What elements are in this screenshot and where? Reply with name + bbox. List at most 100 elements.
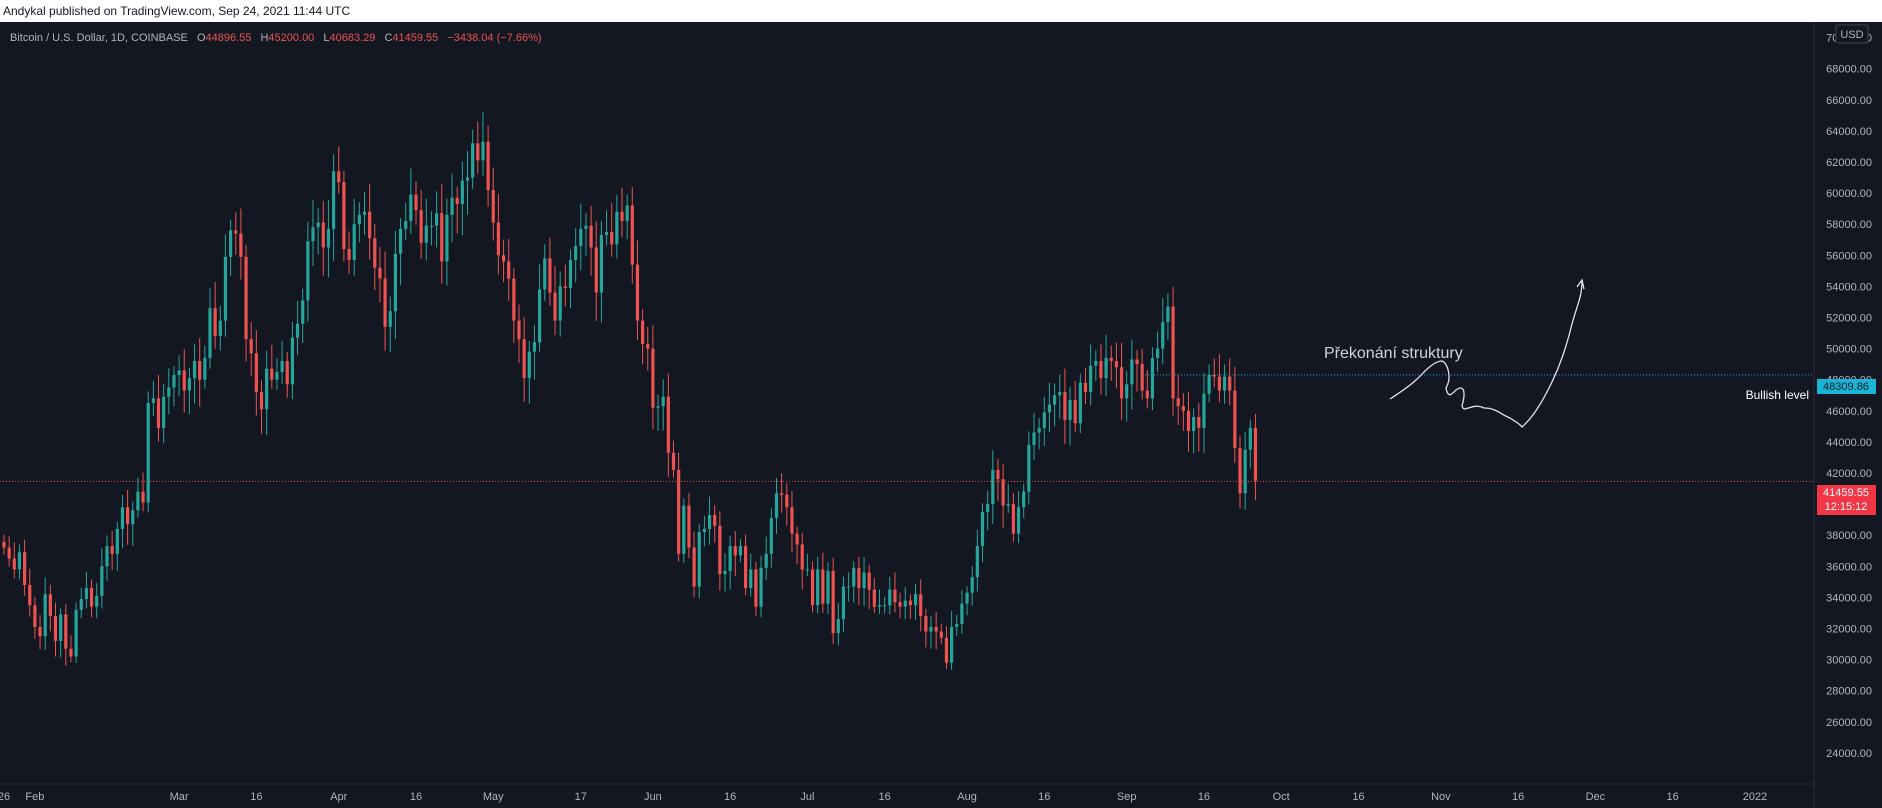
- candle-body[interactable]: [424, 225, 428, 243]
- candle-body[interactable]: [429, 225, 434, 227]
- candle-body[interactable]: [785, 494, 789, 508]
- candle-body[interactable]: [579, 228, 583, 246]
- candle-body[interactable]: [48, 594, 52, 617]
- candle-body[interactable]: [841, 586, 846, 620]
- candle-body[interactable]: [1181, 406, 1185, 411]
- candle-body[interactable]: [1109, 357, 1113, 362]
- candle-body[interactable]: [991, 469, 995, 505]
- candle-body[interactable]: [1104, 357, 1108, 379]
- candle-body[interactable]: [12, 558, 16, 570]
- candle-body[interactable]: [440, 213, 444, 262]
- candle-body[interactable]: [223, 256, 228, 321]
- candle-body[interactable]: [919, 594, 923, 617]
- candle-body[interactable]: [558, 286, 562, 321]
- candle-body[interactable]: [2, 541, 6, 548]
- candle-body[interactable]: [939, 631, 943, 638]
- candle-body[interactable]: [208, 308, 212, 358]
- candle-body[interactable]: [234, 230, 238, 234]
- candle-body[interactable]: [867, 572, 871, 590]
- candle-body[interactable]: [471, 143, 475, 178]
- candle-body[interactable]: [7, 547, 11, 559]
- candle-body[interactable]: [290, 337, 294, 385]
- candle-body[interactable]: [769, 518, 773, 554]
- candle-body[interactable]: [131, 510, 135, 525]
- candle-body[interactable]: [192, 361, 197, 379]
- candle-body[interactable]: [754, 569, 758, 607]
- candle-body[interactable]: [1089, 365, 1093, 393]
- candle-body[interactable]: [218, 320, 222, 337]
- candle-body[interactable]: [836, 619, 840, 634]
- candle-body[interactable]: [388, 311, 392, 327]
- candle-body[interactable]: [306, 241, 310, 301]
- candle-body[interactable]: [810, 569, 815, 606]
- candle-body[interactable]: [1063, 392, 1067, 421]
- candle-body[interactable]: [481, 141, 485, 161]
- candle-body[interactable]: [409, 194, 413, 222]
- candle-body[interactable]: [821, 569, 825, 604]
- candle-body[interactable]: [270, 368, 274, 380]
- candle-body[interactable]: [883, 605, 887, 607]
- candle-body[interactable]: [903, 600, 907, 607]
- candle-body[interactable]: [105, 546, 109, 567]
- candle-body[interactable]: [249, 339, 253, 354]
- candle-body[interactable]: [908, 600, 912, 606]
- candle-body[interactable]: [182, 370, 186, 391]
- candle-body[interactable]: [780, 493, 784, 495]
- candle-body[interactable]: [1053, 395, 1057, 405]
- candle-body[interactable]: [924, 616, 928, 632]
- candle-body[interactable]: [1207, 375, 1211, 394]
- candle-body[interactable]: [1001, 479, 1005, 506]
- candle-body[interactable]: [120, 507, 125, 529]
- candle-body[interactable]: [723, 570, 727, 575]
- candle-body[interactable]: [69, 648, 73, 657]
- candle-body[interactable]: [342, 182, 346, 250]
- candle-body[interactable]: [1176, 398, 1180, 407]
- candle-body[interactable]: [1032, 432, 1036, 445]
- candle-body[interactable]: [965, 592, 969, 604]
- candle-body[interactable]: [79, 598, 83, 610]
- candle-body[interactable]: [831, 570, 835, 634]
- candle-body[interactable]: [1248, 427, 1252, 450]
- candle-body[interactable]: [718, 525, 722, 575]
- candle-body[interactable]: [1119, 367, 1124, 399]
- candle-body[interactable]: [816, 569, 820, 606]
- candle-body[interactable]: [265, 368, 269, 410]
- candle-body[interactable]: [1217, 376, 1221, 391]
- candle-body[interactable]: [259, 392, 264, 410]
- candle-body[interactable]: [563, 286, 567, 288]
- price-axis[interactable]: 70000.0068000.0066000.0064000.0062000.00…: [1826, 33, 1872, 760]
- candle-body[interactable]: [1197, 416, 1201, 428]
- candle-body[interactable]: [332, 171, 336, 229]
- candle-body[interactable]: [666, 396, 670, 453]
- candle-body[interactable]: [187, 378, 191, 391]
- candle-body[interactable]: [713, 514, 717, 526]
- candle-body[interactable]: [671, 452, 676, 470]
- candle-body[interactable]: [59, 614, 63, 641]
- candle-body[interactable]: [774, 493, 779, 519]
- candle-body[interactable]: [337, 171, 341, 183]
- candle-body[interactable]: [496, 222, 500, 256]
- candle-body[interactable]: [275, 371, 279, 380]
- candle-body[interactable]: [548, 258, 552, 293]
- candle-body[interactable]: [301, 300, 305, 324]
- candle-body[interactable]: [151, 398, 155, 403]
- candle-body[interactable]: [450, 197, 454, 215]
- candle-body[interactable]: [33, 605, 37, 627]
- candle-body[interactable]: [74, 609, 78, 657]
- time-axis[interactable]: 26 Feb Mar 16 Apr 16 May 17 Jun 16 Jul 16 Aug 16 Sep 16…: [0, 791, 1767, 803]
- candle-body[interactable]: [1135, 359, 1139, 365]
- candle-body[interactable]: [1150, 357, 1155, 399]
- candle-body[interactable]: [986, 504, 990, 512]
- candle-body[interactable]: [1228, 376, 1232, 391]
- candle-body[interactable]: [285, 361, 289, 385]
- candle-body[interactable]: [934, 626, 938, 632]
- candle-body[interactable]: [465, 177, 470, 181]
- candle-body[interactable]: [795, 533, 799, 545]
- candle-body[interactable]: [1156, 348, 1160, 358]
- candle-body[interactable]: [1161, 322, 1165, 349]
- candle-body[interactable]: [141, 491, 145, 503]
- candle-body[interactable]: [146, 403, 150, 503]
- candle-body[interactable]: [486, 141, 490, 190]
- candle-body[interactable]: [347, 249, 351, 260]
- candle-body[interactable]: [23, 552, 27, 585]
